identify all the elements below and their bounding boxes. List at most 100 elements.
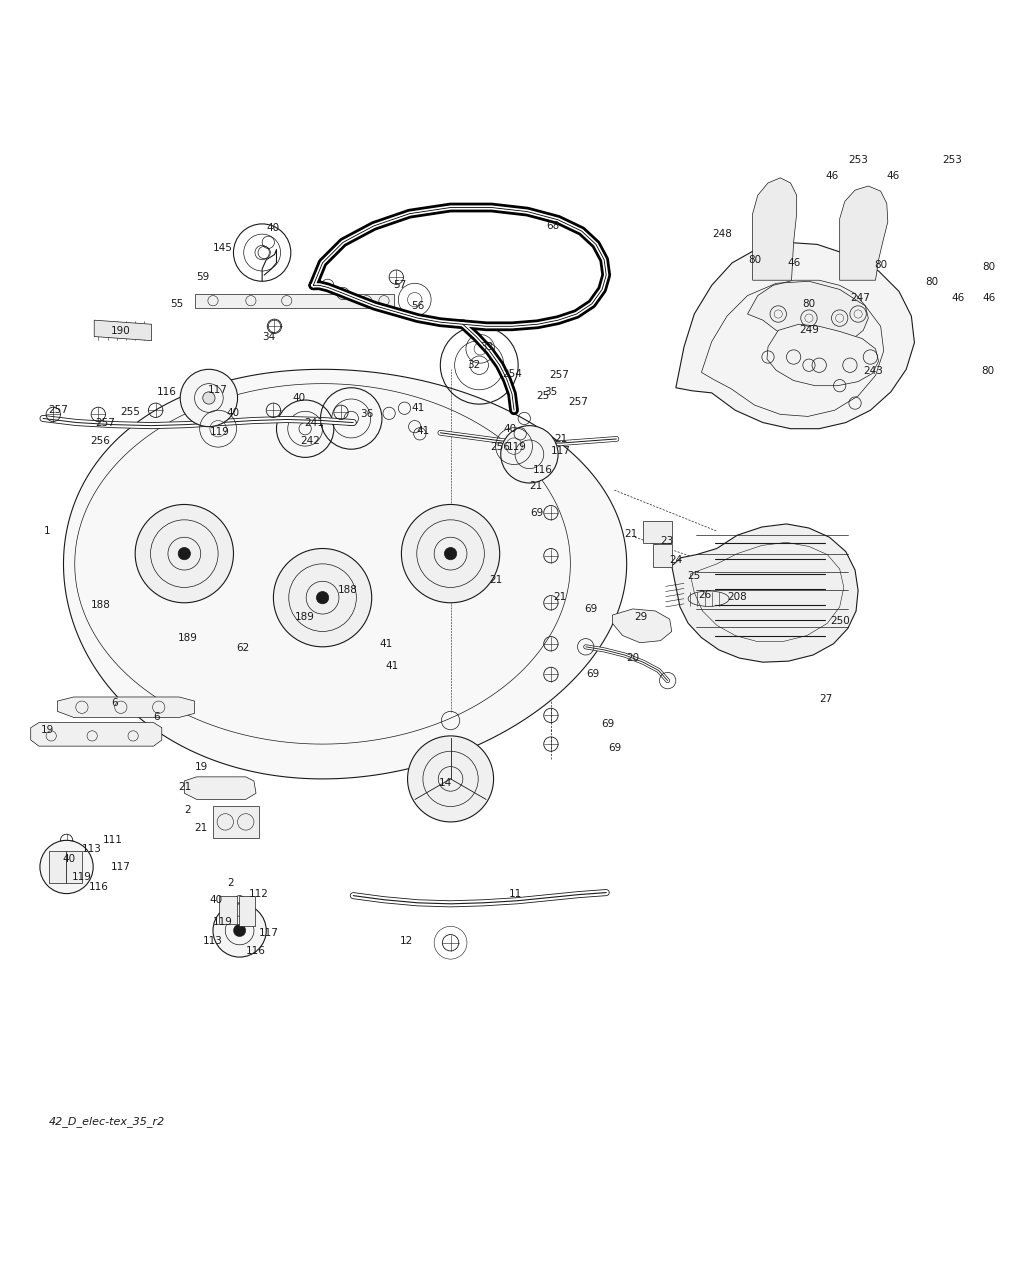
Polygon shape: [748, 280, 868, 345]
Text: 41: 41: [386, 661, 398, 672]
Text: 119: 119: [210, 427, 230, 437]
Text: 6: 6: [112, 698, 118, 708]
Text: 25: 25: [537, 392, 549, 400]
Circle shape: [178, 547, 190, 560]
Text: 40: 40: [210, 895, 222, 905]
Circle shape: [401, 504, 500, 603]
Text: 119: 119: [72, 872, 92, 882]
Text: 46: 46: [826, 171, 839, 181]
Text: 46: 46: [983, 293, 995, 303]
Bar: [643, 521, 672, 544]
Text: 255: 255: [120, 407, 140, 417]
Text: 80: 80: [982, 366, 994, 376]
Text: 41: 41: [380, 639, 392, 649]
Text: 11: 11: [509, 888, 521, 898]
Text: 190: 190: [111, 327, 131, 337]
Text: 29: 29: [635, 612, 647, 622]
Text: 69: 69: [585, 604, 597, 614]
Text: 80: 80: [983, 262, 995, 272]
Polygon shape: [184, 777, 256, 799]
Text: 189: 189: [177, 632, 198, 642]
Text: 241: 241: [304, 418, 325, 427]
Text: 21: 21: [625, 530, 637, 540]
Text: 69: 69: [587, 669, 599, 679]
Bar: [219, 896, 237, 925]
Text: 56: 56: [412, 300, 424, 310]
Text: 41: 41: [417, 426, 429, 436]
Circle shape: [40, 840, 93, 893]
Text: 32: 32: [468, 360, 480, 370]
Text: 40: 40: [504, 423, 516, 433]
Text: 46: 46: [787, 257, 800, 267]
Text: 116: 116: [157, 386, 177, 397]
Text: 253: 253: [942, 156, 963, 166]
Text: 253: 253: [848, 156, 868, 166]
Text: 19: 19: [196, 761, 208, 772]
Text: 25: 25: [688, 571, 700, 582]
Text: 23: 23: [660, 536, 673, 546]
Text: 34: 34: [262, 332, 274, 342]
Text: 1: 1: [44, 526, 50, 536]
Text: 21: 21: [555, 433, 567, 443]
Circle shape: [180, 369, 238, 427]
Text: 40: 40: [293, 393, 305, 403]
Polygon shape: [840, 186, 888, 280]
Text: 62: 62: [237, 642, 249, 653]
Text: 117: 117: [111, 862, 131, 872]
Text: 2: 2: [184, 805, 190, 815]
Polygon shape: [753, 177, 797, 280]
Circle shape: [135, 504, 233, 603]
Text: 257: 257: [48, 405, 69, 416]
Text: 145: 145: [213, 243, 233, 253]
Text: 40: 40: [267, 223, 280, 233]
Text: 247: 247: [850, 293, 870, 303]
Circle shape: [408, 736, 494, 822]
Text: 189: 189: [295, 612, 315, 622]
Text: 41: 41: [412, 403, 424, 413]
Text: 21: 21: [529, 481, 542, 492]
Text: 69: 69: [608, 744, 621, 753]
Bar: [239, 896, 255, 926]
Circle shape: [501, 426, 558, 483]
Text: 188: 188: [90, 599, 111, 609]
Text: 249: 249: [799, 326, 819, 336]
Text: 21: 21: [554, 592, 566, 602]
Polygon shape: [672, 525, 858, 663]
Text: 117: 117: [258, 927, 279, 938]
Text: 19: 19: [41, 725, 53, 735]
Bar: [49, 850, 66, 883]
Text: 113: 113: [203, 936, 223, 945]
Text: 111: 111: [102, 835, 123, 845]
Circle shape: [60, 860, 73, 873]
Text: 2: 2: [227, 878, 233, 888]
Text: 256: 256: [90, 436, 111, 446]
Text: 20: 20: [627, 653, 639, 663]
Bar: [653, 545, 672, 566]
Text: 42_D_elec-tex_35_r2: 42_D_elec-tex_35_r2: [49, 1116, 166, 1128]
Text: 257: 257: [568, 397, 589, 407]
Text: 116: 116: [532, 465, 553, 475]
Text: 40: 40: [62, 854, 75, 864]
Text: 69: 69: [530, 508, 543, 518]
Text: 33: 33: [480, 342, 493, 352]
Circle shape: [444, 547, 457, 560]
Text: 6: 6: [154, 712, 160, 722]
Text: 68: 68: [547, 220, 559, 231]
Text: 24: 24: [670, 555, 682, 565]
Text: 243: 243: [863, 366, 884, 376]
Text: 69: 69: [602, 718, 614, 729]
Text: 80: 80: [803, 299, 815, 309]
Text: 242: 242: [300, 436, 321, 446]
Text: 14: 14: [439, 778, 452, 788]
Text: 117: 117: [208, 385, 228, 395]
Text: 112: 112: [249, 888, 269, 898]
Text: 46: 46: [887, 171, 899, 181]
Text: 117: 117: [551, 446, 571, 456]
Text: 80: 80: [874, 260, 887, 270]
Bar: [66, 850, 82, 883]
Bar: [213, 806, 259, 839]
Text: 21: 21: [179, 782, 191, 792]
Text: 80: 80: [926, 277, 938, 288]
Text: 46: 46: [952, 293, 965, 303]
Text: 21: 21: [489, 575, 502, 585]
